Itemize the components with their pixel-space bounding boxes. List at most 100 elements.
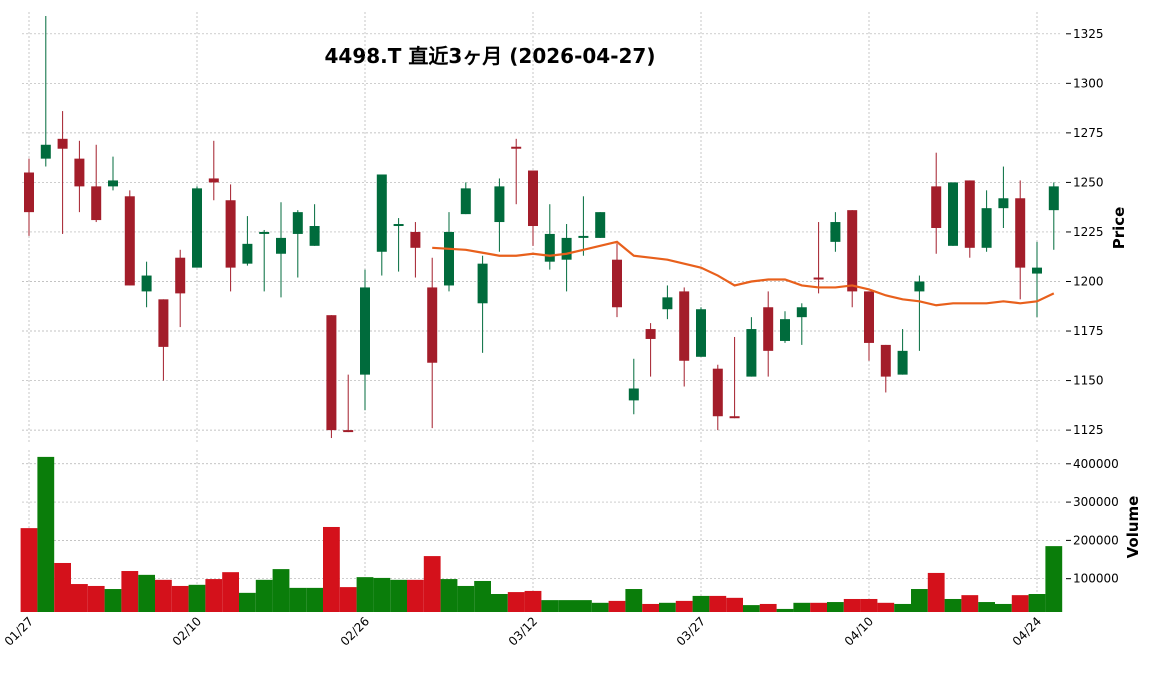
- volume-bar: [440, 579, 458, 612]
- volume-bar: [188, 584, 206, 612]
- candle-body: [192, 188, 202, 268]
- candle-body: [864, 291, 874, 343]
- candle-body: [494, 186, 505, 223]
- candle-body: [343, 430, 354, 433]
- y-tick-label: 1125: [1073, 423, 1104, 437]
- candle-body: [208, 178, 219, 183]
- x-tick-label: 03/27: [674, 614, 708, 648]
- candle-body: [813, 277, 824, 280]
- candle-body: [259, 231, 270, 234]
- candle-body: [746, 329, 757, 377]
- candle-body: [74, 158, 85, 187]
- volume-bar: [37, 456, 55, 612]
- volume-bar: [759, 603, 777, 612]
- volume-bar: [709, 595, 727, 612]
- volume-bar: [323, 526, 340, 612]
- volume-bar: [1045, 546, 1063, 612]
- candle-body: [544, 233, 555, 262]
- volume-tick-label: 400000: [1073, 457, 1119, 471]
- candle-body: [628, 388, 639, 401]
- candle-body: [780, 319, 790, 341]
- volume-bar: [911, 589, 928, 612]
- volume-bar: [272, 569, 290, 612]
- candle-body: [460, 188, 471, 215]
- candle-body: [1015, 198, 1026, 268]
- candle-body: [880, 344, 891, 377]
- volume-bar: [541, 600, 559, 612]
- candle-body: [595, 212, 606, 238]
- volume-tick-label: 300000: [1073, 495, 1119, 509]
- volume-bar: [407, 579, 424, 612]
- candle-body: [477, 263, 488, 304]
- candle-body: [830, 222, 841, 242]
- candle-body: [376, 174, 387, 252]
- volume-bar: [104, 589, 122, 612]
- candle-body: [847, 210, 858, 292]
- y-tick-label: 1225: [1073, 225, 1104, 239]
- volume-bar: [642, 603, 659, 612]
- volume-axis-label: Volume: [1124, 496, 1142, 559]
- volume-bar: [860, 598, 878, 612]
- volume-bar: [20, 528, 38, 612]
- volume-bar: [306, 587, 323, 612]
- volume-tick-label: 100000: [1073, 572, 1119, 586]
- x-tick-label: 02/26: [338, 614, 372, 648]
- volume-bar: [474, 580, 491, 612]
- candle-body: [1032, 267, 1042, 274]
- volume-bar: [457, 585, 475, 612]
- volume-bar: [1011, 595, 1029, 612]
- x-tick-label: 01/27: [2, 614, 36, 648]
- volume-bar: [507, 592, 525, 612]
- candle-body: [981, 208, 992, 248]
- candle-body: [91, 186, 102, 221]
- volume-tick-label: 200000: [1073, 533, 1119, 547]
- y-tick-label: 1200: [1073, 274, 1104, 288]
- candle-body: [158, 299, 169, 347]
- candle-body: [175, 257, 186, 294]
- candle-body: [108, 180, 118, 187]
- x-tick-label: 04/10: [842, 614, 876, 648]
- candle-body: [141, 275, 152, 292]
- candle-body: [276, 237, 286, 254]
- volume-bar: [944, 598, 962, 612]
- candle-body: [645, 329, 656, 339]
- volume-bar: [121, 571, 139, 612]
- volume-bar: [1028, 594, 1046, 612]
- volume-bar: [87, 585, 105, 612]
- volume-bar: [138, 574, 155, 612]
- candle-body: [24, 172, 34, 213]
- candle-body: [931, 186, 942, 228]
- volume-bar: [289, 587, 307, 612]
- volume-bar: [373, 577, 391, 612]
- volume-bar: [171, 585, 189, 612]
- volume-bar: [558, 600, 575, 612]
- candle-body: [427, 287, 438, 363]
- candle-body: [360, 287, 370, 375]
- volume-bar: [995, 603, 1012, 612]
- volume-bar: [239, 592, 256, 612]
- volume-bar: [339, 587, 357, 612]
- volume-bar: [625, 589, 643, 612]
- volume-bar: [54, 562, 71, 612]
- candle-body: [528, 170, 538, 227]
- volume-bar: [591, 602, 609, 612]
- volume-bar: [71, 584, 88, 612]
- candle-body: [444, 231, 454, 286]
- volume-bar: [843, 598, 861, 612]
- candle-body: [292, 212, 303, 234]
- candle-body: [578, 235, 589, 238]
- candle-body: [712, 368, 723, 417]
- volume-bar: [675, 600, 693, 612]
- candle-body: [612, 259, 622, 308]
- candle-body: [964, 180, 975, 248]
- candle-body: [309, 226, 320, 246]
- candle-body: [662, 297, 673, 310]
- volume-bar: [961, 595, 979, 612]
- y-tick-label: 1150: [1073, 374, 1104, 388]
- volume-bar: [390, 579, 407, 612]
- volume-bar: [575, 600, 592, 612]
- y-tick-label: 1300: [1073, 76, 1104, 90]
- candle-body: [225, 200, 236, 268]
- volume-bar: [659, 602, 676, 612]
